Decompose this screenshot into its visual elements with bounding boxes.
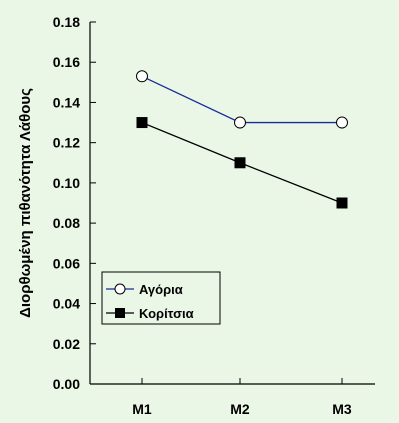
- data-point: [136, 117, 148, 129]
- y-tick-label: 0.06: [53, 255, 80, 271]
- legend: Αγόρια Κορίτσια: [101, 271, 221, 325]
- axes: 0.00 0.02 0.04 0.06 0.08 0.10 0.12 0.14 0.16 0.18…: [53, 14, 375, 417]
- y-tick-label: 0.04: [53, 296, 80, 312]
- y-tick-label: 0.08: [53, 215, 80, 231]
- series-2: [136, 117, 348, 209]
- y-tick-label: 0.02: [53, 336, 80, 352]
- legend-label: Κορίτσια: [139, 306, 194, 321]
- y-tick-label: 0.12: [53, 135, 80, 151]
- data-point: [234, 116, 246, 129]
- series-layer: [136, 70, 348, 209]
- legend-marker: [114, 283, 126, 295]
- x-tick-label: M2: [230, 401, 250, 417]
- series-1: [136, 70, 348, 129]
- x-tick-label: M3: [332, 401, 352, 417]
- y-tick-label: 0.16: [53, 54, 80, 70]
- data-point: [136, 70, 148, 83]
- y-tick-label: 0.18: [53, 14, 80, 30]
- data-point: [234, 157, 246, 169]
- y-tick-label: 0.14: [53, 94, 80, 110]
- y-tick-label: 0.10: [53, 175, 80, 191]
- y-axis-title: Διορθωμένη πιθανότητα Λάθους: [17, 88, 34, 318]
- x-tick-label: M1: [132, 401, 152, 417]
- legend-label: Αγόρια: [139, 282, 183, 297]
- legend-marker: [115, 308, 125, 318]
- data-point: [336, 116, 348, 129]
- data-point: [336, 197, 348, 209]
- legend-entry: Κορίτσια: [106, 306, 194, 321]
- y-tick-label: 0.00: [53, 376, 80, 392]
- legend-entry: Αγόρια: [106, 282, 183, 297]
- series-line: [141, 75, 342, 124]
